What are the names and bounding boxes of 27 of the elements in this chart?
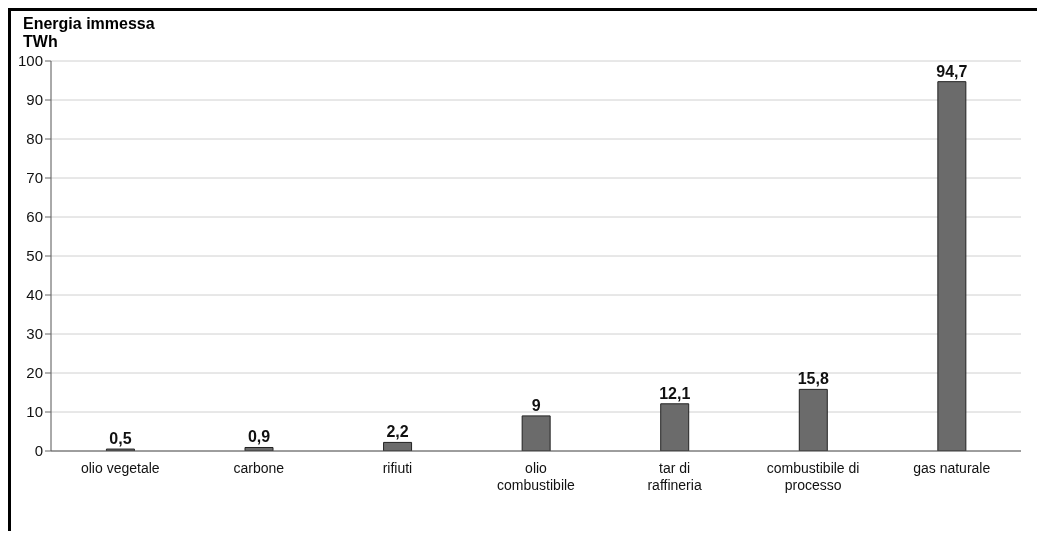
y-tick-label: 90 bbox=[26, 91, 43, 109]
data-label: 9 bbox=[531, 396, 541, 414]
x-tick-label: combustibile di processo bbox=[766, 460, 860, 493]
y-tick-label: 80 bbox=[26, 130, 43, 148]
y-tick-label: 10 bbox=[26, 403, 43, 421]
x-tick-label: olio combustibile bbox=[497, 460, 576, 493]
data-label: 12,1 bbox=[659, 384, 691, 402]
data-label: 0,5 bbox=[109, 430, 132, 448]
x-tick-label: olio vegetale bbox=[80, 460, 160, 476]
y-tick-label: 40 bbox=[26, 286, 43, 304]
data-label: 2,2 bbox=[386, 423, 409, 441]
x-tick-label: carbone bbox=[233, 460, 285, 476]
x-tick-label: gas naturale bbox=[913, 460, 991, 476]
data-label: 15,8 bbox=[797, 370, 829, 388]
y-tick-label: 0 bbox=[34, 442, 43, 460]
y-tick-label: 100 bbox=[17, 52, 43, 70]
data-label: 94,7 bbox=[936, 62, 968, 80]
y-tick-label: 60 bbox=[26, 208, 43, 226]
x-tick-label: rifiuti bbox=[382, 460, 413, 476]
y-tick-label: 50 bbox=[26, 247, 43, 265]
x-tick-label: tar di raffineria bbox=[647, 460, 702, 493]
data-label: 0,9 bbox=[247, 428, 271, 446]
chart-title: Energia immessa bbox=[23, 15, 156, 33]
y-tick-label: 70 bbox=[26, 169, 43, 187]
y-tick-label: 30 bbox=[26, 325, 43, 343]
y-tick-label: 20 bbox=[26, 364, 43, 382]
y-axis-title: TWh bbox=[23, 33, 59, 51]
